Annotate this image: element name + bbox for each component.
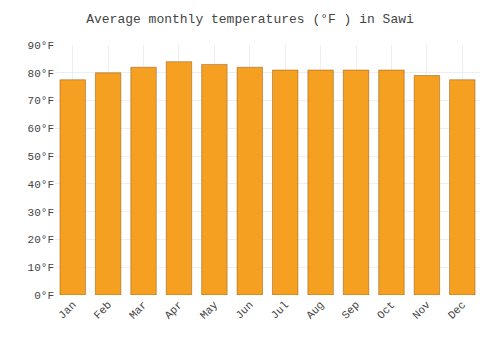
svg-text:Mar: Mar [127,299,149,321]
svg-text:20°F: 20°F [28,234,54,246]
svg-text:70°F: 70°F [28,95,54,107]
svg-text:10°F: 10°F [28,262,54,274]
svg-text:Oct: Oct [375,299,397,321]
svg-text:40°F: 40°F [28,179,54,191]
svg-text:60°F: 60°F [28,123,54,135]
svg-text:Jul: Jul [269,299,291,321]
svg-text:Aug: Aug [304,299,326,321]
svg-text:30°F: 30°F [28,207,54,219]
svg-text:0°F: 0°F [34,290,54,302]
svg-text:Dec: Dec [446,299,468,321]
svg-text:Jun: Jun [233,299,255,321]
svg-text:80°F: 80°F [28,68,54,80]
svg-text:Apr: Apr [162,299,184,321]
svg-text:Jan: Jan [56,299,78,321]
svg-text:Feb: Feb [92,299,114,321]
svg-text:90°F: 90°F [28,40,54,52]
svg-text:May: May [198,299,221,322]
svg-text:Average monthly temperatures (: Average monthly temperatures (°F ) in Sa… [86,12,414,27]
svg-text:Nov: Nov [410,299,433,322]
svg-text:Sep: Sep [340,299,362,321]
svg-text:50°F: 50°F [28,151,54,163]
